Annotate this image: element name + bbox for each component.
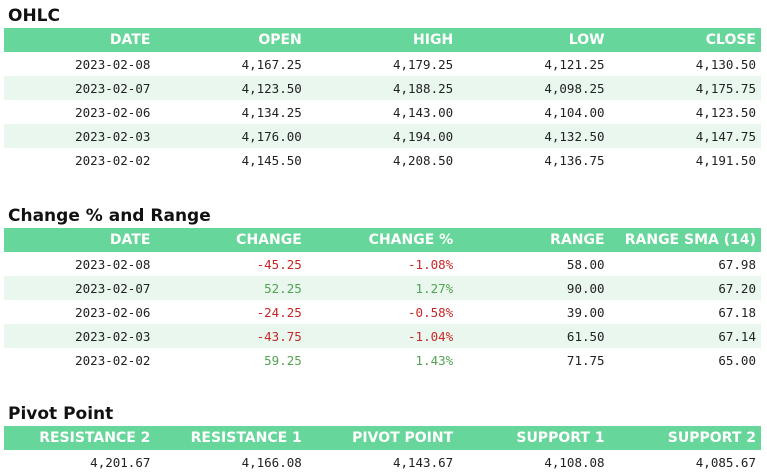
change-cell-range-sma: 67.20	[609, 276, 761, 300]
ohlc-cell-low: 4,132.50	[458, 124, 610, 148]
ohlc-cell-close: 4,123.50	[695, 104, 756, 120]
change-range-section: Change % and Range DATE CHANGE CHANGE % …	[0, 200, 767, 372]
ohlc-cell-date: 2023-02-02	[75, 152, 151, 168]
table-row: 2023-02-07 52.25 1.27% 90.00 67.20	[4, 276, 761, 300]
change-header-range-sma: RANGE SMA (14)	[609, 228, 761, 252]
ohlc-cell-open: 4,134.25	[241, 104, 302, 120]
table-row: 2023-02-08 4,167.25 4,179.25 4,121.25 4,…	[4, 52, 761, 76]
table-row: 2023-02-06 4,134.25 4,143.00 4,104.00 4,…	[4, 100, 761, 124]
change-cell-range-sma: 67.98	[718, 256, 756, 272]
change-cell-range: 71.75	[566, 352, 605, 368]
change-header-change-pct: CHANGE %	[306, 228, 459, 252]
ohlc-header-low: LOW	[458, 28, 610, 52]
change-cell-range-sma: 65.00	[718, 352, 756, 368]
change-range-title: Change % and Range	[8, 206, 211, 226]
ohlc-header-high: HIGH	[306, 28, 459, 52]
ohlc-cell-low: 4,104.00	[544, 104, 605, 120]
ohlc-header-row: DATE OPEN HIGH LOW CLOSE	[4, 28, 761, 52]
change-header-date: DATE	[4, 228, 156, 252]
ohlc-cell-date: 2023-02-03	[4, 124, 156, 148]
change-cell-date: 2023-02-03	[4, 324, 156, 348]
change-range-table: DATE CHANGE CHANGE % RANGE RANGE SMA (14…	[4, 228, 761, 372]
change-cell-range-sma: 67.18	[718, 304, 756, 320]
ohlc-cell-high: 4,208.50	[392, 152, 454, 168]
change-cell-date: 2023-02-07	[4, 276, 156, 300]
pivot-section: Pivot Point RESISTANCE 2 RESISTANCE 1 PI…	[0, 398, 767, 474]
ohlc-cell-low: 4,121.25	[544, 56, 605, 72]
ohlc-cell-high: 4,188.25	[306, 76, 459, 100]
ohlc-title: OHLC	[8, 6, 60, 26]
ohlc-cell-low: 4,136.75	[544, 152, 605, 168]
pivot-header-resistance-2: RESISTANCE 2	[4, 426, 156, 450]
section-spacer	[0, 172, 767, 200]
table-row: 4,201.67 4,166.08 4,143.67 4,108.08 4,08…	[4, 450, 761, 474]
change-cell-change-pct: 1.43%	[415, 352, 454, 368]
change-cell-change: -24.25	[256, 304, 302, 320]
change-header-row: DATE CHANGE CHANGE % RANGE RANGE SMA (14…	[4, 228, 761, 252]
pivot-header-support-1: SUPPORT 1	[458, 426, 610, 450]
pivot-header-support-2: SUPPORT 2	[609, 426, 761, 450]
pivot-cell-pivot-point: 4,143.67	[392, 454, 454, 470]
change-cell-range-sma: 67.14	[609, 324, 761, 348]
table-row: 2023-02-02 59.25 1.43% 71.75 65.00	[4, 348, 761, 372]
ohlc-cell-close: 4,175.75	[609, 76, 761, 100]
pivot-cell-resistance-2: 4,201.67	[90, 454, 151, 470]
table-row: 2023-02-06 -24.25 -0.58% 39.00 67.18	[4, 300, 761, 324]
pivot-header-row: RESISTANCE 2 RESISTANCE 1 PIVOT POINT SU…	[4, 426, 761, 450]
change-cell-range: 90.00	[458, 276, 610, 300]
change-cell-range: 39.00	[566, 304, 605, 320]
pivot-title: Pivot Point	[8, 404, 114, 424]
pivot-cell-support-1: 4,108.08	[544, 454, 605, 470]
change-cell-date: 2023-02-08	[75, 256, 151, 272]
change-cell-change-pct: -0.58%	[408, 304, 454, 320]
ohlc-cell-close: 4,147.75	[609, 124, 761, 148]
ohlc-cell-high: 4,194.00	[306, 124, 459, 148]
ohlc-cell-open: 4,167.25	[241, 56, 302, 72]
change-cell-change: -43.75	[155, 324, 307, 348]
pivot-cell-support-2: 4,085.67	[695, 454, 756, 470]
change-cell-change-pct: 1.27%	[306, 276, 459, 300]
table-row: 2023-02-07 4,123.50 4,188.25 4,098.25 4,…	[4, 76, 761, 100]
ohlc-cell-open: 4,123.50	[155, 76, 307, 100]
ohlc-cell-high: 4,179.25	[392, 56, 454, 72]
ohlc-cell-date: 2023-02-06	[75, 104, 151, 120]
pivot-table: RESISTANCE 2 RESISTANCE 1 PIVOT POINT SU…	[4, 426, 761, 474]
pivot-header-pivot-point: PIVOT POINT	[306, 426, 459, 450]
change-cell-change-pct: -1.08%	[408, 256, 454, 272]
change-header-change: CHANGE	[155, 228, 307, 252]
change-cell-change: 52.25	[155, 276, 307, 300]
change-cell-date: 2023-02-02	[75, 352, 151, 368]
change-header-range: RANGE	[458, 228, 610, 252]
table-row: 2023-02-08 -45.25 -1.08% 58.00 67.98	[4, 252, 761, 276]
ohlc-header-date: DATE	[4, 28, 156, 52]
change-cell-change: -45.25	[256, 256, 302, 272]
change-cell-date: 2023-02-06	[75, 304, 151, 320]
change-cell-range: 61.50	[458, 324, 610, 348]
table-row: 2023-02-03 -43.75 -1.04% 61.50 67.14	[4, 324, 761, 348]
ohlc-cell-open: 4,176.00	[155, 124, 307, 148]
table-row: 2023-02-02 4,145.50 4,208.50 4,136.75 4,…	[4, 148, 761, 172]
ohlc-cell-high: 4,143.00	[392, 104, 454, 120]
ohlc-cell-open: 4,145.50	[241, 152, 302, 168]
ohlc-section: OHLC DATE OPEN HIGH LOW CLOSE 2023-02-08…	[0, 0, 767, 172]
ohlc-cell-close: 4,130.50	[695, 56, 756, 72]
ohlc-header-close: CLOSE	[609, 28, 761, 52]
pivot-cell-resistance-1: 4,166.08	[241, 454, 302, 470]
ohlc-cell-close: 4,191.50	[695, 152, 756, 168]
ohlc-table: DATE OPEN HIGH LOW CLOSE 2023-02-08 4,16…	[4, 28, 761, 172]
ohlc-cell-date: 2023-02-08	[75, 56, 151, 72]
ohlc-cell-low: 4,098.25	[458, 76, 610, 100]
change-cell-range: 58.00	[566, 256, 605, 272]
ohlc-header-open: OPEN	[155, 28, 307, 52]
pivot-header-resistance-1: RESISTANCE 1	[155, 426, 307, 450]
ohlc-cell-date: 2023-02-07	[4, 76, 156, 100]
table-row: 2023-02-03 4,176.00 4,194.00 4,132.50 4,…	[4, 124, 761, 148]
change-cell-change-pct: -1.04%	[306, 324, 459, 348]
change-cell-change: 59.25	[264, 352, 302, 368]
section-spacer	[0, 372, 767, 398]
